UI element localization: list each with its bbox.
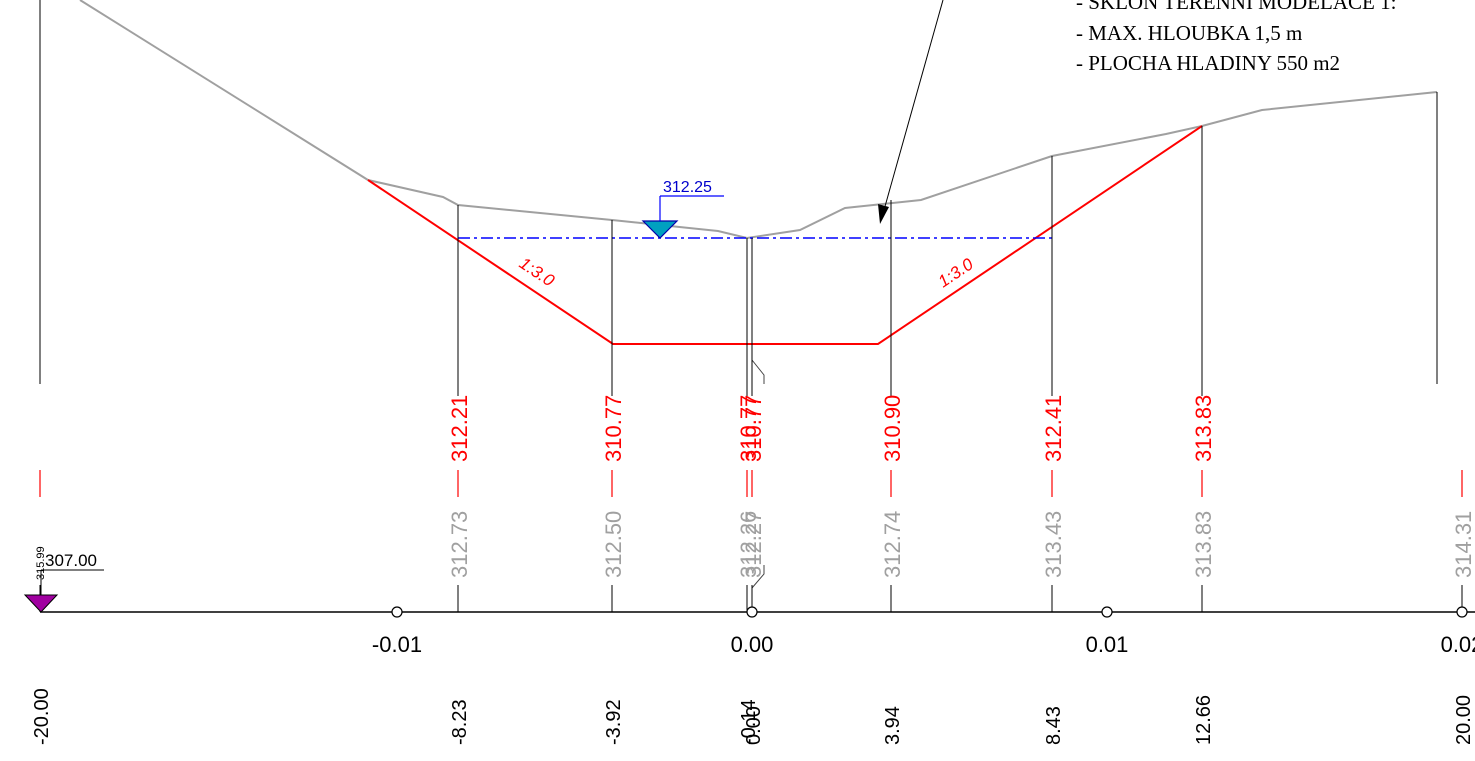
axis-tick-label: 0.01 [1086, 632, 1129, 657]
terrain-elevation-label: 313.83 [1191, 511, 1216, 578]
existing-terrain-line [79, 0, 1438, 240]
detail-leader [751, 359, 765, 384]
terrain-elevation-label: 312.27 [741, 511, 766, 578]
offset-label: 8.43 [1043, 706, 1065, 745]
leader-arrowhead [878, 204, 889, 224]
offset-label: -8.23 [449, 699, 471, 745]
offset-label: -20.00 [31, 688, 53, 745]
note-slope: - SKLON TERÉNNÍ MODELACE 1: [1076, 0, 1397, 14]
offset-label: 12.66 [1193, 695, 1215, 745]
terrain-elevation-label: 312.74 [880, 511, 905, 578]
detail-leader-bottom [751, 565, 765, 589]
terrain-elevation-label: 312.26 [736, 511, 761, 578]
offset-label: 3.94 [882, 706, 904, 745]
offset-label: 0.00 [743, 706, 765, 745]
offset-label: 20.00 [1453, 695, 1475, 745]
design-elevation-label: 312.41 [1041, 395, 1066, 462]
station-columns: -20.00 312.21 312.73 -8.23 310.77 312.50 -3.92… [31, 0, 1475, 745]
axis-tick-marker [746, 606, 758, 618]
datum-label: 307.00 [45, 551, 97, 570]
axis-ticks: -0.01 0.00 0.01 0.02 [372, 606, 1475, 657]
design-profile-line [367, 125, 1203, 345]
leader-line [883, 0, 944, 211]
design-elevation-label: 310.77 [601, 395, 626, 462]
axis-tick-label: 0.02 [1441, 632, 1475, 657]
water-level-label: 312.25 [663, 179, 712, 196]
terrain-elevation-label: 312.50 [601, 511, 626, 578]
note-max-depth: - MAX. HLOUBKA 1,5 m [1076, 21, 1303, 45]
offset-label: -0.14 [738, 699, 760, 745]
design-elevation-label: 312.21 [447, 395, 472, 462]
datum-marker: 307.00 315.99 [23, 546, 104, 613]
design-elevation-label: 313.83 [1191, 395, 1216, 462]
axis-tick-marker [391, 606, 403, 618]
slope-label-right: 1:3.0 [935, 254, 977, 291]
terrain-elevation-label: 313.43 [1041, 511, 1066, 578]
terrain-elevation-label: 312.73 [447, 511, 472, 578]
offset-label: -3.92 [603, 699, 625, 745]
axis-tick-marker [1456, 606, 1468, 618]
terrain-elevation-label: 314.31 [1451, 511, 1475, 578]
note-surface-area: - PLOCHA HLADINY 550 m2 [1076, 51, 1341, 75]
axis-tick-marker [1101, 606, 1113, 618]
design-elevation-label: 310.77 [736, 395, 761, 462]
axis-tick-label: 0.00 [731, 632, 774, 657]
design-elevation-label: 310.90 [880, 395, 905, 462]
slope-label-left: 1:3.0 [516, 254, 558, 291]
design-elevation-label: 310.77 [741, 395, 766, 462]
datum-sub-label: 315.99 [35, 546, 47, 580]
water-level-symbol [641, 220, 679, 239]
datum-symbol [23, 594, 59, 613]
water-level-marker: 312.25 [641, 179, 724, 239]
axis-tick-label: -0.01 [372, 632, 422, 657]
